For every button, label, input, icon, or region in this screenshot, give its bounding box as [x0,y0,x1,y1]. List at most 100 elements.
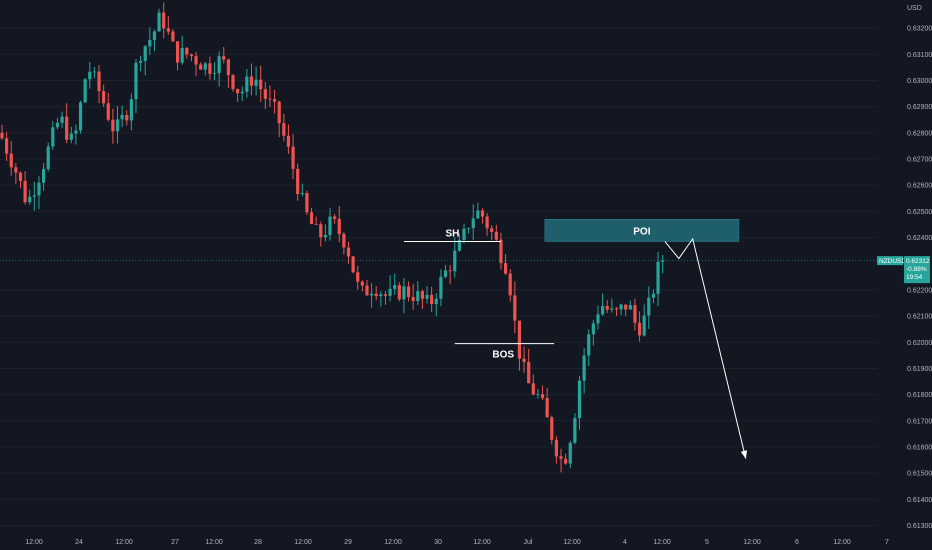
candle-body [41,169,46,183]
candle-body [379,294,383,297]
candle-body [300,193,304,195]
y-tick-label: 0.61800 [907,392,932,399]
candle-body [471,218,475,229]
candle-body [610,308,614,310]
y-tick-label: 0.63000 [907,78,932,85]
y-tick-label: 0.62600 [907,183,932,190]
candle-body [351,256,355,273]
candle-body [125,114,129,121]
candle-body [152,31,157,40]
candle-body [328,216,332,235]
projection-path[interactable] [664,237,747,459]
candle-body [397,285,401,300]
y-tick-label: 0.62500 [907,209,932,216]
candle-body [651,293,656,298]
poi-zone[interactable] [544,219,740,242]
y-tick-label: 0.62900 [907,104,932,111]
projection-arrowhead [740,450,748,459]
y-tick-label: 0.62200 [907,287,932,294]
candle-body [231,75,235,90]
candle-body [18,172,23,181]
candle-countdown: 19:54 [906,274,923,281]
candle-body [254,79,258,86]
candle-body [23,180,27,203]
candle-body [92,71,96,73]
price-axis[interactable]: USD 0.63200 0.63100 0.63000 0.62900 0.62800 0… [907,5,932,530]
candle-body [647,297,651,316]
candle-body [448,270,452,272]
candle-body [605,305,609,310]
time-axis[interactable]: 12:00 24 12:00 27 12:00 28 12:00 29 12:00 30 12:00… [25,539,889,546]
candle-body [199,64,203,70]
candle-body [208,63,212,74]
x-tick-label: 7 [885,539,889,546]
candle-body [536,394,540,396]
y-tick-label: 0.62100 [907,314,932,321]
candle-body [517,320,522,359]
candle-body [185,47,189,55]
candle-body [503,263,508,274]
candle-body [467,228,471,230]
candle-body [189,54,194,57]
candle-body [175,41,180,63]
candle-body [527,362,531,384]
candle-body [485,216,489,229]
x-tick-label: 24 [75,539,83,546]
candle-body [633,305,637,323]
candle-body [393,285,397,289]
candle-body [550,417,554,440]
candle-body [194,56,198,65]
candle-body [78,102,83,131]
candle-body [259,79,263,90]
candle-body [249,76,254,86]
bos-label: BOS [492,350,514,361]
candle-body [661,260,665,262]
candle-body [522,358,526,363]
candle-body [28,196,32,203]
candle-body [601,305,605,315]
candle-body [69,133,73,140]
candle-body [286,135,291,147]
candle-body [263,89,267,99]
candle-body [490,228,494,232]
y-tick-label: 0.61600 [907,445,932,452]
candle-body [439,276,443,299]
candle-body [245,76,249,92]
y-tick-label: 0.62800 [907,130,932,137]
candle-body [203,63,207,70]
candle-body [587,334,591,356]
candle-body [596,314,600,324]
candle-body [342,233,346,248]
candle-body [166,28,170,32]
candle-body [457,239,461,251]
candle-body [577,380,582,418]
candle-body [139,60,143,63]
candle-body [434,298,438,305]
y-tick-label: 0.61400 [907,497,932,504]
candle-body [425,294,429,299]
candle-body [222,56,226,60]
candle-body [129,99,133,121]
candle-body [356,272,360,282]
candle-body [83,79,87,103]
candle-body [143,46,147,61]
candle-body [32,195,36,197]
x-tick-label: 28 [254,539,262,546]
x-tick-label: 4 [623,539,627,546]
candle-body [180,47,184,63]
candle-body [624,304,628,310]
y-tick-label: 0.62400 [907,235,932,242]
candle-body [476,210,480,219]
last-price-change: -0.88% [906,266,927,273]
currency-label: USD [907,5,922,12]
candle-body [559,456,563,459]
candle-body [545,398,549,418]
candle-body [333,216,337,219]
y-tick-label: 0.61900 [907,366,932,373]
sh-label: SH [445,229,459,240]
annotations-layer: SH BOS POI [403,219,748,459]
candle-body [291,146,295,169]
candle-body [319,224,323,238]
